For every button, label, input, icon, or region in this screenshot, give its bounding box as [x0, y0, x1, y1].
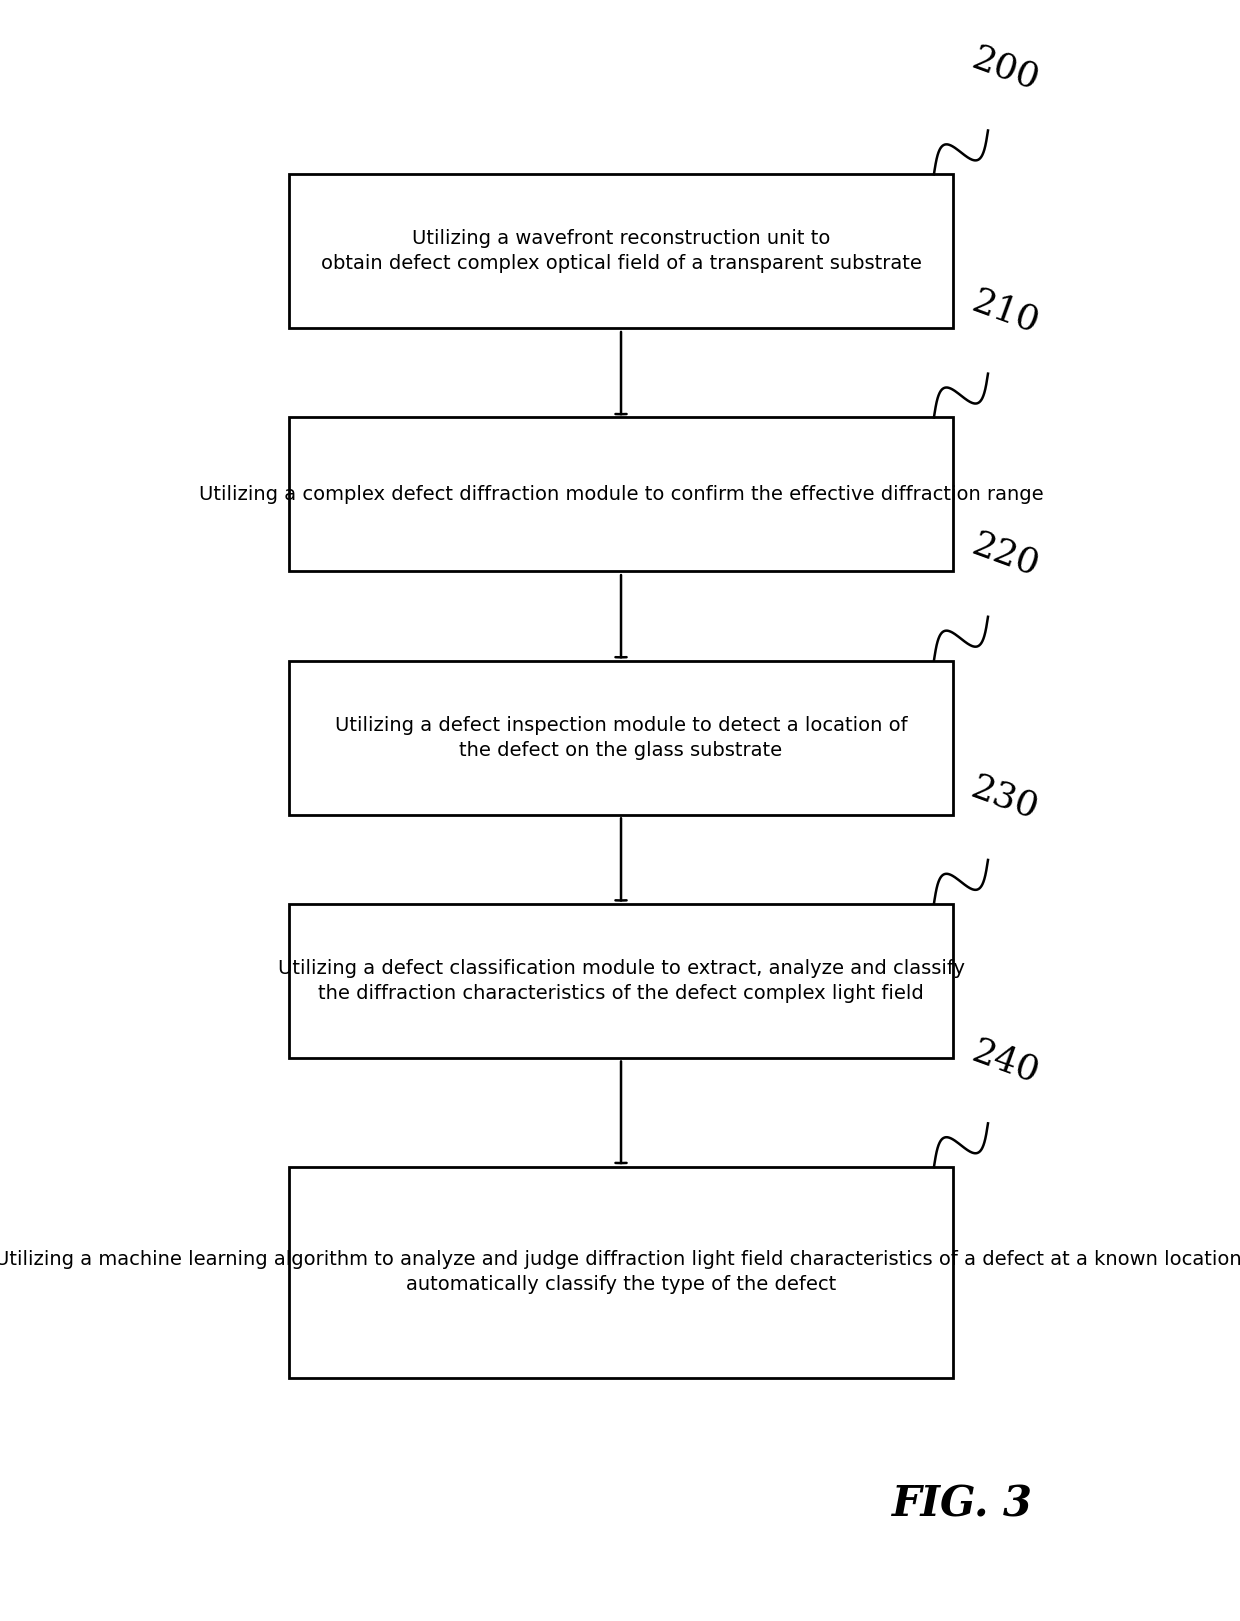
Text: Utilizing a wavefront reconstruction unit to
obtain defect complex optical field: Utilizing a wavefront reconstruction uni… [321, 229, 921, 274]
Text: 220: 220 [967, 527, 1043, 584]
Text: 200: 200 [967, 41, 1043, 97]
Text: 210: 210 [967, 284, 1043, 340]
Text: FIG. 3: FIG. 3 [892, 1483, 1033, 1525]
Text: 230: 230 [967, 770, 1043, 827]
Text: 240: 240 [967, 1034, 1043, 1089]
Bar [289, 905, 952, 1057]
Text: Utilizing a defect classification module to extract, analyze and classify
the di: Utilizing a defect classification module… [278, 958, 965, 1003]
Bar [289, 418, 952, 572]
Text: Utilizing a machine learning algorithm to analyze and judge diffraction light fi: Utilizing a machine learning algorithm t… [0, 1250, 1240, 1295]
Text: Utilizing a defect inspection module to detect a location of
the defect on the g: Utilizing a defect inspection module to … [335, 715, 908, 760]
Bar [289, 1167, 952, 1378]
Bar [289, 660, 952, 814]
Text: Utilizing a complex defect diffraction module to confirm the effective diffracti: Utilizing a complex defect diffraction m… [198, 485, 1043, 504]
Bar [289, 175, 952, 327]
